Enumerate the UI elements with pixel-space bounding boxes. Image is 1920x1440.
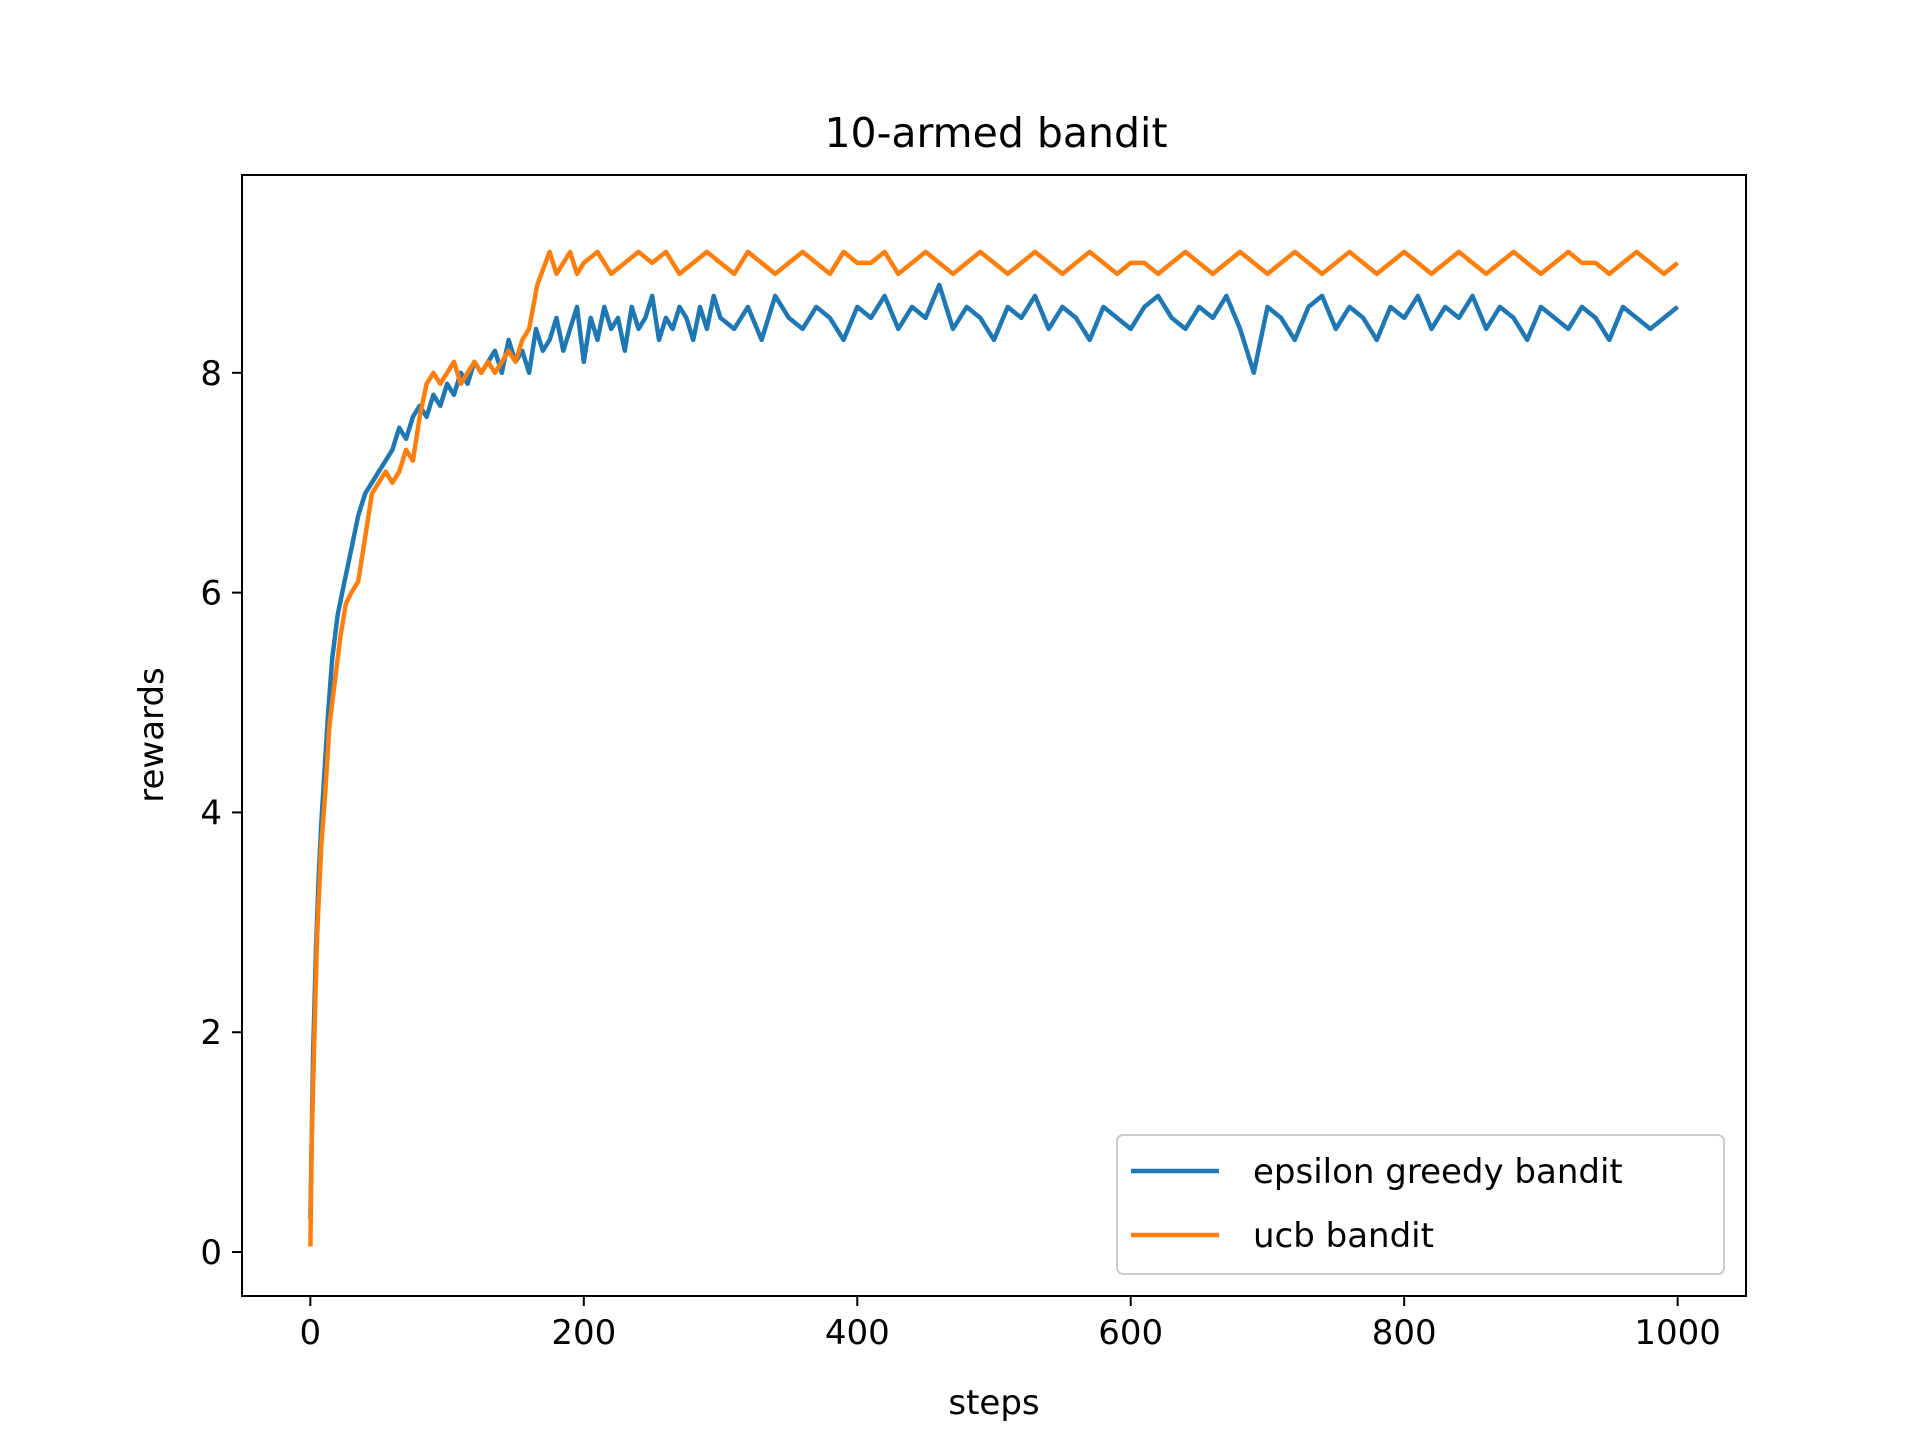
series-line-epsilon-greedy-bandit bbox=[308, 282, 1680, 1220]
x-tick-label: 600 bbox=[1098, 1313, 1163, 1353]
chart-title: 10-armed bandit bbox=[824, 109, 1167, 157]
legend-box bbox=[1116, 1134, 1725, 1275]
series-layer bbox=[308, 249, 1680, 1247]
plot-area bbox=[241, 174, 1747, 1297]
y-tick-label: 0 bbox=[200, 1233, 222, 1273]
legend-label-ucb: ucb bandit bbox=[1253, 1216, 1434, 1256]
x-tick-label: 0 bbox=[300, 1313, 322, 1353]
y-axis-ticks: 0 2 4 6 8 bbox=[200, 354, 242, 1273]
x-tick-label: 1000 bbox=[1634, 1313, 1721, 1353]
y-tick-label: 2 bbox=[200, 1013, 222, 1053]
series-line-ucb-bandit bbox=[308, 249, 1680, 1247]
y-tick-label: 8 bbox=[200, 354, 222, 394]
legend: epsilon greedy bandit ucb bandit bbox=[1116, 1134, 1725, 1275]
x-axis-ticks: 0 200 400 600 800 1000 bbox=[300, 1296, 1721, 1353]
x-tick-label: 800 bbox=[1372, 1313, 1437, 1353]
legend-label-epsilon-greedy: epsilon greedy bandit bbox=[1253, 1152, 1623, 1192]
y-tick-label: 4 bbox=[200, 793, 222, 833]
x-tick-label: 200 bbox=[551, 1313, 616, 1353]
axes-frame bbox=[241, 174, 1747, 1297]
y-tick-label: 6 bbox=[200, 574, 222, 614]
x-axis-label: steps bbox=[948, 1383, 1039, 1423]
y-axis-label: rewards bbox=[132, 667, 172, 802]
x-tick-label: 400 bbox=[825, 1313, 890, 1353]
